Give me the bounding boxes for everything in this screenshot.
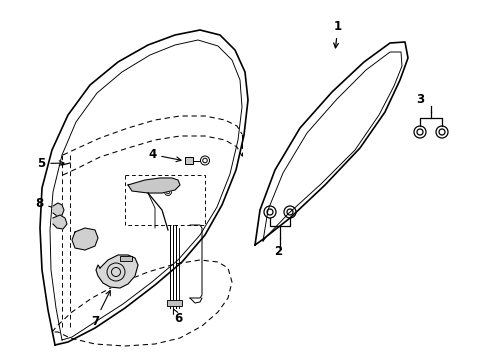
Bar (120, 256, 132, 261)
Text: 7: 7 (91, 291, 110, 328)
Polygon shape (128, 178, 180, 193)
Text: 2: 2 (273, 245, 282, 258)
Bar (184, 157, 193, 164)
Polygon shape (53, 203, 64, 216)
Text: 5: 5 (37, 157, 64, 170)
Polygon shape (96, 255, 138, 288)
Text: 3: 3 (415, 93, 423, 106)
Text: 4: 4 (148, 148, 181, 162)
Text: 6: 6 (173, 309, 182, 325)
Polygon shape (53, 215, 67, 229)
Text: 1: 1 (333, 20, 342, 48)
Bar (167, 300, 182, 306)
Text: 8: 8 (35, 197, 58, 210)
Polygon shape (72, 228, 98, 250)
